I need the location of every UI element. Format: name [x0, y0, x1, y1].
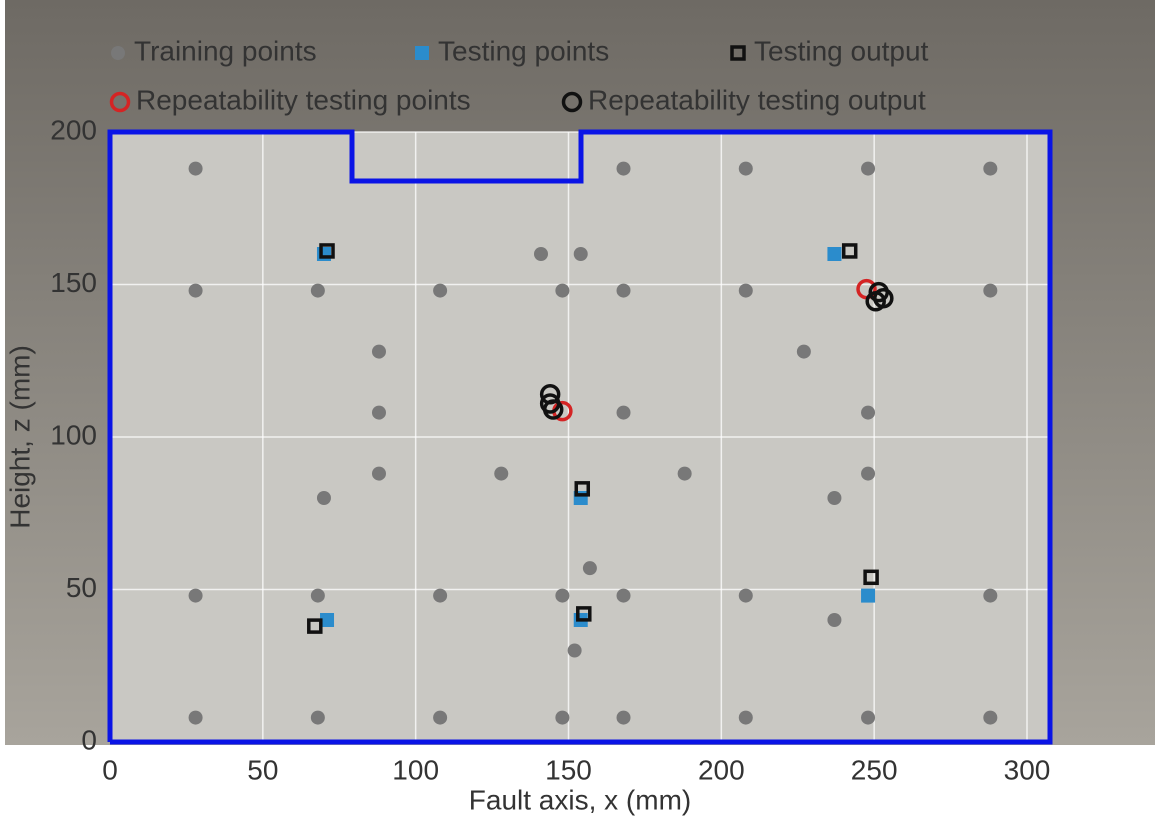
data-point [307, 618, 323, 634]
legend-marker [415, 46, 429, 60]
legend-marker [730, 45, 746, 61]
x-tick-label: 200 [698, 754, 745, 785]
data-point [316, 491, 331, 505]
data-point [573, 247, 588, 261]
data-point [616, 283, 631, 298]
data-point [738, 710, 753, 725]
y-tick-label: 100 [50, 419, 97, 450]
data-point [983, 283, 998, 298]
data-point [555, 710, 570, 725]
data-point [533, 247, 548, 261]
data-point [861, 161, 876, 176]
data-point [310, 710, 325, 725]
legend-marker [109, 91, 131, 113]
legend-marker [111, 46, 125, 60]
data-point [827, 613, 842, 627]
data-point [371, 466, 386, 481]
data-point [555, 588, 570, 603]
x-axis-label: Fault axis, x (mm) [469, 784, 691, 815]
data-point [494, 466, 509, 481]
data-point [188, 283, 203, 298]
x-tick-label: 150 [545, 754, 592, 785]
data-point [738, 283, 753, 298]
y-tick-label: 50 [66, 572, 97, 603]
data-point [574, 481, 591, 497]
legend-label: Testing output [754, 35, 929, 66]
y-tick-label: 0 [81, 724, 97, 755]
x-tick-label: 300 [1004, 754, 1051, 785]
data-point [188, 588, 203, 603]
data-point [983, 588, 998, 603]
y-axis-label: Height, z (mm) [4, 345, 35, 529]
data-point [310, 283, 325, 298]
data-point [983, 161, 998, 176]
data-point [827, 247, 842, 261]
data-point [861, 405, 876, 420]
data-point [319, 243, 335, 259]
data-point [555, 283, 570, 298]
data-point [738, 588, 753, 603]
data-point [371, 405, 386, 420]
legend-label: Testing points [438, 35, 609, 66]
data-point [616, 710, 631, 725]
data-point [567, 643, 582, 658]
data-point [582, 561, 597, 576]
data-point [827, 491, 842, 505]
x-tick-label: 100 [392, 754, 439, 785]
data-point [188, 710, 203, 725]
data-point [188, 161, 203, 176]
data-point [865, 291, 886, 312]
x-tick-label: 250 [851, 754, 898, 785]
data-point [796, 344, 811, 359]
data-point [310, 588, 325, 603]
data-point [371, 344, 386, 359]
data-point [863, 569, 879, 586]
specimen-outline [107, 129, 1053, 745]
data-point [433, 283, 448, 298]
data-point [576, 606, 592, 622]
data-point [542, 399, 564, 420]
data-point [616, 161, 631, 176]
data-point [861, 588, 876, 603]
data-point [677, 466, 692, 481]
data-point [861, 710, 876, 725]
data-point [616, 405, 631, 420]
x-tick-label: 50 [247, 754, 278, 785]
data-point [983, 710, 998, 725]
data-point [320, 613, 335, 627]
data-point [738, 161, 753, 176]
legend-marker [561, 91, 583, 113]
legend-label: Repeatability testing output [588, 84, 926, 115]
data-point [316, 247, 331, 261]
x-tick-label: 0 [102, 754, 118, 785]
y-tick-label: 150 [50, 267, 97, 298]
data-point [433, 710, 448, 725]
y-tick-label: 200 [50, 114, 97, 145]
data-point [616, 588, 631, 603]
data-point [861, 466, 876, 481]
data-point [841, 243, 858, 259]
legend-label: Repeatability testing points [136, 84, 471, 115]
legend-label: Training points [134, 35, 317, 66]
data-point [433, 588, 448, 603]
